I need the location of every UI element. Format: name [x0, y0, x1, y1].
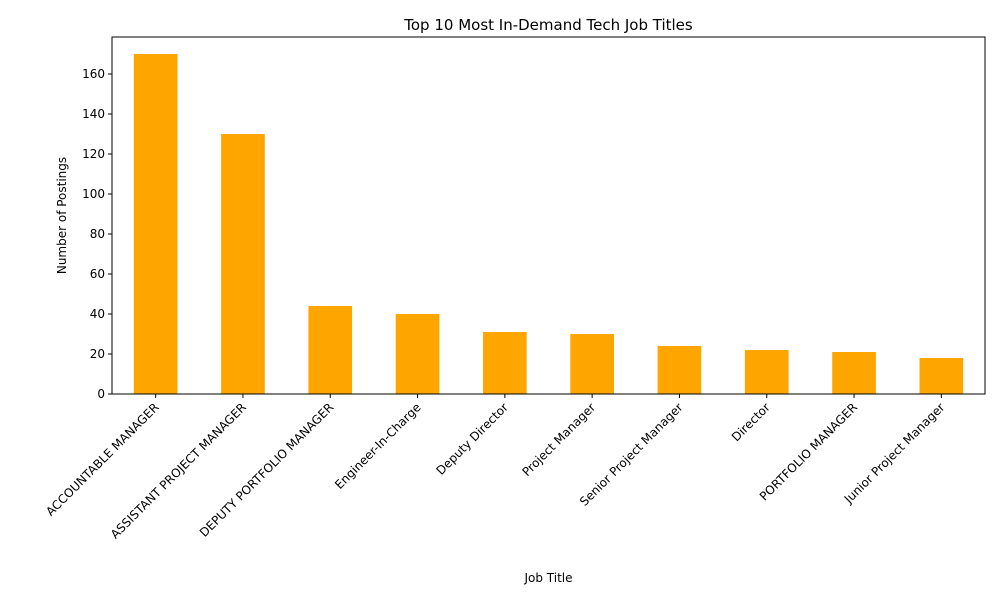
x-tick-label-7: Director	[729, 400, 773, 444]
y-tick-label-0: 0	[97, 387, 105, 401]
y-tick-label-5: 100	[82, 187, 105, 201]
x-tick-label-3: Engineer-In-Charge	[332, 400, 424, 492]
y-axis-label: Number of Postings	[55, 157, 69, 274]
x-tick-label-6: Senior Project Manager	[577, 400, 686, 509]
bar-9	[919, 358, 964, 394]
bar-6	[657, 346, 702, 394]
bar-1	[221, 134, 265, 394]
bar-8	[832, 352, 876, 394]
x-tick-label-1: ASSISTANT PROJECT MANAGER	[108, 400, 249, 541]
chart-title: Top 10 Most In-Demand Tech Job Titles	[403, 16, 693, 34]
y-tick-label-8: 160	[82, 67, 105, 81]
plot-frame	[111, 36, 986, 395]
x-tick-label-9: Junior Project Manager	[841, 400, 948, 507]
x-tick-label-8: PORTFOLIO MANAGER	[757, 400, 860, 503]
bar-4	[483, 332, 527, 394]
y-tick-label-2: 40	[90, 307, 105, 321]
x-axis-label: Job Title	[523, 571, 572, 585]
x-tick-label-4: Deputy Director	[433, 400, 511, 478]
bars-layer	[133, 54, 964, 394]
y-tick-label-3: 60	[90, 267, 105, 281]
y-tick-label-4: 80	[90, 227, 105, 241]
bar-5	[570, 334, 614, 394]
bar-7	[744, 350, 789, 394]
y-tick-label-1: 20	[90, 347, 105, 361]
bar-0	[133, 54, 178, 394]
y-tick-label-6: 120	[82, 147, 105, 161]
bar-3	[395, 314, 440, 394]
x-tick-label-5: Project Manager	[519, 400, 598, 479]
y-tick-label-7: 140	[82, 107, 105, 121]
bar-2	[308, 306, 353, 394]
